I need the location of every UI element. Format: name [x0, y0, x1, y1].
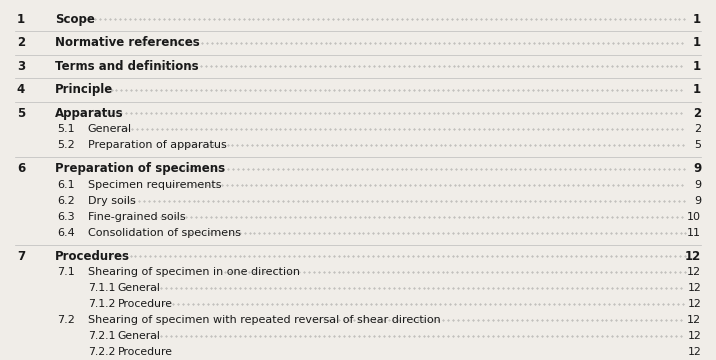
- Text: 1: 1: [693, 36, 701, 49]
- Text: 7.1: 7.1: [57, 267, 75, 277]
- Text: 7.2: 7.2: [57, 315, 75, 325]
- Text: 1: 1: [693, 84, 701, 96]
- Text: Fine-grained soils: Fine-grained soils: [87, 212, 185, 222]
- Text: Consolidation of specimens: Consolidation of specimens: [87, 228, 241, 238]
- Text: Specimen requirements: Specimen requirements: [87, 180, 221, 190]
- Text: 12: 12: [687, 331, 701, 341]
- Text: 7.2.2: 7.2.2: [87, 347, 115, 357]
- Text: 2: 2: [694, 125, 701, 134]
- Text: Shearing of specimen in one direction: Shearing of specimen in one direction: [87, 267, 300, 277]
- Text: 5: 5: [17, 107, 25, 120]
- Text: 12: 12: [687, 347, 701, 357]
- Text: Terms and definitions: Terms and definitions: [55, 60, 199, 73]
- Text: Scope: Scope: [55, 13, 95, 26]
- Text: 7.2.1: 7.2.1: [87, 331, 115, 341]
- Text: General: General: [117, 331, 160, 341]
- Text: Shearing of specimen with repeated reversal of shear direction: Shearing of specimen with repeated rever…: [87, 315, 440, 325]
- Text: 5.2: 5.2: [57, 140, 75, 150]
- Text: 7.1.2: 7.1.2: [87, 299, 115, 309]
- Text: 2: 2: [17, 36, 25, 49]
- Text: Procedure: Procedure: [117, 347, 173, 357]
- Text: General: General: [117, 283, 160, 293]
- Text: 12: 12: [687, 283, 701, 293]
- Text: 12: 12: [687, 267, 701, 277]
- Text: Dry soils: Dry soils: [87, 196, 135, 206]
- Text: 1: 1: [17, 13, 25, 26]
- Text: 10: 10: [687, 212, 701, 222]
- Text: Principle: Principle: [55, 84, 113, 96]
- Text: 9: 9: [693, 162, 701, 175]
- Text: General: General: [87, 125, 132, 134]
- Text: 6.4: 6.4: [57, 228, 75, 238]
- Text: 5: 5: [695, 140, 701, 150]
- Text: 6.1: 6.1: [57, 180, 75, 190]
- Text: 12: 12: [687, 299, 701, 309]
- Text: Preparation of specimens: Preparation of specimens: [55, 162, 226, 175]
- Text: Apparatus: Apparatus: [55, 107, 124, 120]
- Text: 12: 12: [687, 315, 701, 325]
- Text: 6.3: 6.3: [57, 212, 75, 222]
- Text: 7: 7: [17, 250, 25, 263]
- Text: 9: 9: [694, 180, 701, 190]
- Text: 6.2: 6.2: [57, 196, 75, 206]
- Text: 7.1.1: 7.1.1: [87, 283, 115, 293]
- Text: Procedures: Procedures: [55, 250, 130, 263]
- Text: 11: 11: [687, 228, 701, 238]
- Text: 12: 12: [685, 250, 701, 263]
- Text: 5.1: 5.1: [57, 125, 75, 134]
- Text: 9: 9: [694, 196, 701, 206]
- Text: Procedure: Procedure: [117, 299, 173, 309]
- Text: Normative references: Normative references: [55, 36, 200, 49]
- Text: 2: 2: [693, 107, 701, 120]
- Text: 6: 6: [17, 162, 25, 175]
- Text: 1: 1: [693, 60, 701, 73]
- Text: 1: 1: [693, 13, 701, 26]
- Text: 3: 3: [17, 60, 25, 73]
- Text: Preparation of apparatus: Preparation of apparatus: [87, 140, 226, 150]
- Text: 4: 4: [17, 84, 25, 96]
